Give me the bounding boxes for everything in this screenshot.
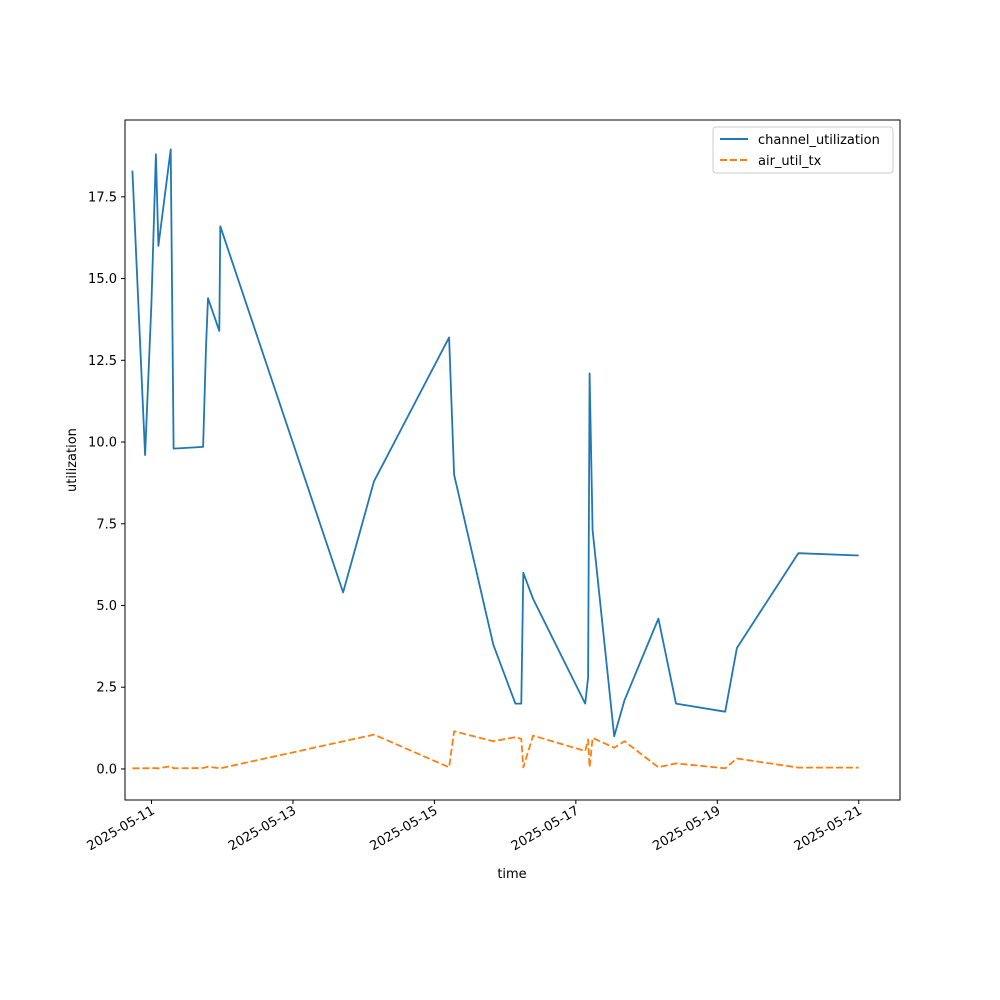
y-tick-label: 2.5 — [96, 681, 117, 696]
series-line-air-util-tx — [132, 730, 859, 770]
y-tick-label: 12.5 — [88, 354, 117, 369]
y-tick-label: 15.0 — [88, 272, 117, 287]
y-tick-label: 5.0 — [96, 599, 117, 614]
x-axis-label: time — [497, 867, 526, 882]
y-tick-label: 0.0 — [96, 762, 117, 777]
legend-label-channel-utilization: channel_utilization — [758, 133, 880, 148]
plot-area-frame — [124, 119, 901, 801]
legend-label-air-util-tx: air_util_tx — [758, 154, 822, 169]
series-layer — [131, 148, 859, 770]
series-line-channel-utilization — [131, 148, 859, 738]
y-axis-label: utilization — [65, 428, 80, 492]
y-tick-label: 10.0 — [88, 436, 117, 451]
y-axis: 0.0 2.5 5.0 7.5 10.0 12.5 15.0 17.5 — [88, 190, 125, 777]
y-tick-label: 7.5 — [96, 517, 117, 532]
y-tick-label: 17.5 — [88, 190, 117, 205]
legend: channel_utilization air_util_tx — [712, 126, 894, 174]
legend-box — [712, 126, 894, 174]
